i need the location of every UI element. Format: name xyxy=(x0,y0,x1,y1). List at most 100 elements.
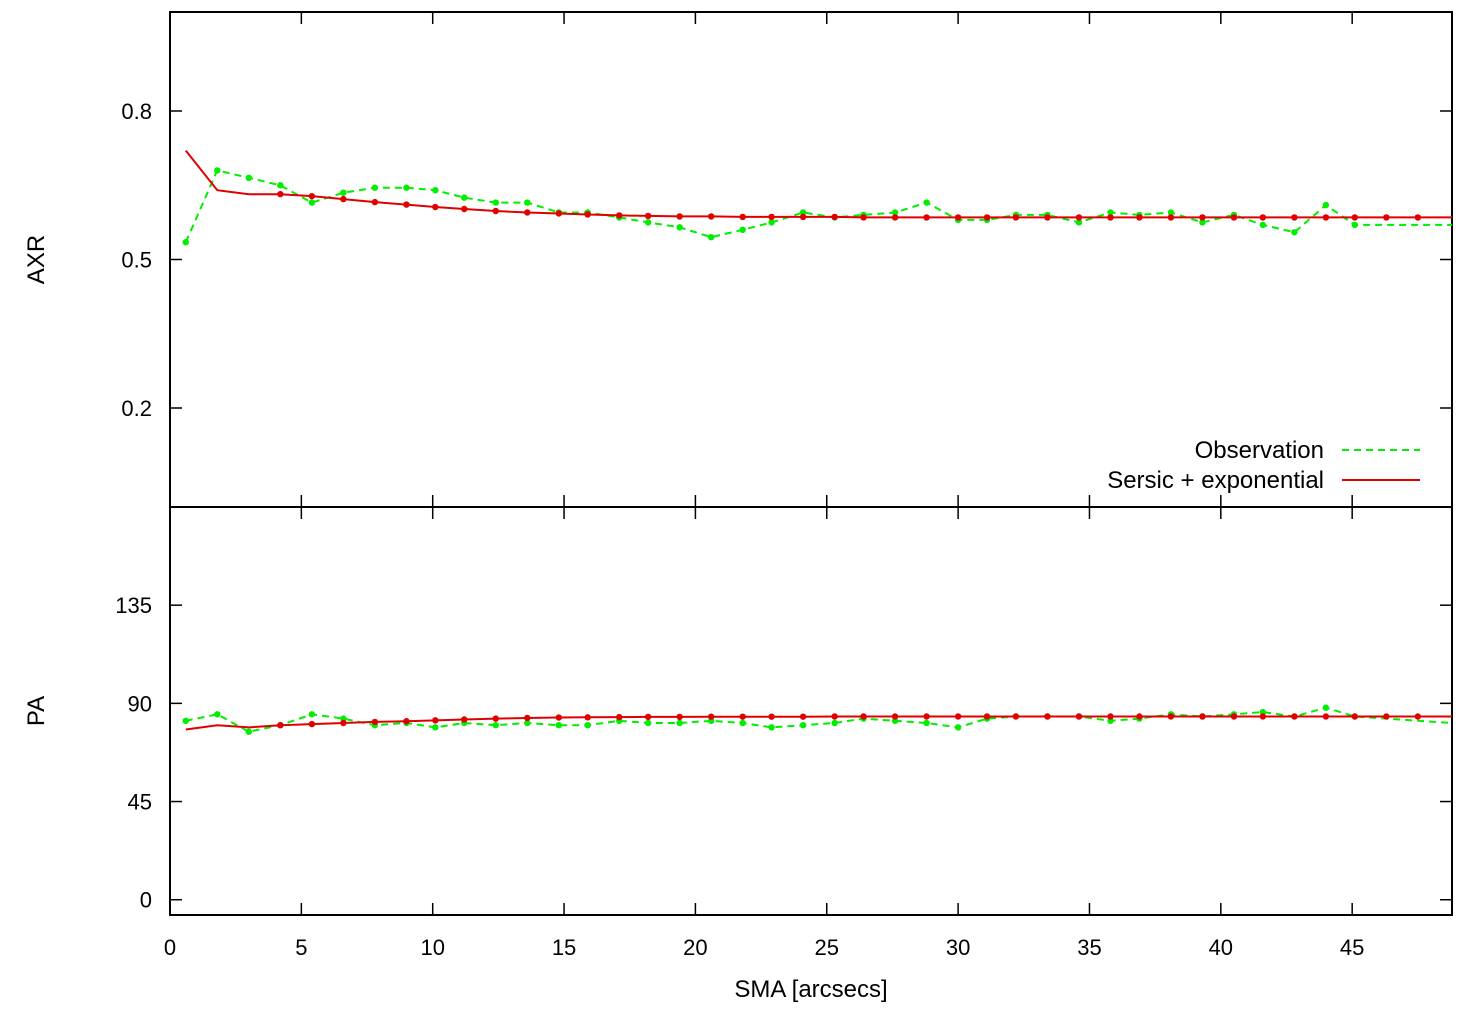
model-point xyxy=(1414,713,1422,720)
x-tick-label: 5 xyxy=(295,935,307,960)
model-point xyxy=(277,190,284,198)
model-point xyxy=(644,212,652,220)
model-point xyxy=(1136,214,1143,221)
observation-point xyxy=(340,189,347,196)
model-point xyxy=(923,713,930,720)
model-point xyxy=(555,714,563,721)
model-point xyxy=(1383,214,1390,221)
model-point xyxy=(1107,713,1114,720)
model-point xyxy=(799,713,807,720)
model-point xyxy=(1291,214,1298,221)
observation-point xyxy=(739,719,746,727)
model-point xyxy=(403,201,410,208)
y-tick-label: 90 xyxy=(128,691,152,716)
model-point xyxy=(1259,214,1267,221)
model-point xyxy=(492,715,499,722)
y-tick-label: 0.8 xyxy=(121,99,152,124)
model-point xyxy=(831,213,838,221)
model-point xyxy=(831,713,838,720)
model-point xyxy=(707,713,715,720)
model-point xyxy=(644,713,652,721)
x-tick-label: 45 xyxy=(1340,935,1364,960)
observation-point xyxy=(1107,209,1114,216)
model-point xyxy=(1322,713,1330,720)
model-point xyxy=(1075,713,1083,720)
observation-point xyxy=(308,199,316,206)
model-point xyxy=(1230,214,1238,221)
observation-point xyxy=(768,219,775,226)
observation-point xyxy=(461,194,468,201)
model-point xyxy=(860,713,867,720)
model-point xyxy=(1351,713,1358,720)
model-point xyxy=(1291,713,1298,720)
observation-point xyxy=(524,199,531,206)
model-point xyxy=(676,213,683,220)
x-tick-label: 15 xyxy=(552,935,576,960)
model-point xyxy=(1230,713,1238,720)
model-point xyxy=(492,207,499,215)
y-tick-label: 0.2 xyxy=(121,396,152,421)
observation-point xyxy=(799,721,807,729)
observation-point xyxy=(182,238,189,246)
observation-point xyxy=(739,226,746,233)
model-point xyxy=(584,714,591,721)
model-point xyxy=(308,720,316,728)
observation-point xyxy=(371,184,379,191)
model-point xyxy=(768,713,775,720)
model-point xyxy=(983,713,991,720)
model-line xyxy=(185,149,1452,219)
y-tick-label: 0 xyxy=(140,888,152,913)
model-point xyxy=(768,213,775,221)
model-point xyxy=(1012,214,1020,221)
model-point xyxy=(1012,713,1020,720)
pa-panel: 0 45 90 135 0 5 10 15 20 25 30 35 40 45 PA xyxy=(23,506,1453,960)
x-tick-label: 20 xyxy=(683,935,707,960)
model-point xyxy=(1107,214,1114,221)
observation-point xyxy=(1259,221,1267,229)
model-point xyxy=(1075,214,1083,221)
observation-point xyxy=(492,199,499,206)
model-point xyxy=(461,716,468,723)
observation-point xyxy=(1075,219,1083,226)
model-point xyxy=(891,214,899,221)
observation-point xyxy=(1167,209,1175,216)
model-point xyxy=(1044,713,1051,720)
observation-point xyxy=(182,717,189,725)
model-point xyxy=(616,713,623,721)
model-point xyxy=(891,713,899,720)
plot-frame xyxy=(169,506,1453,916)
model-point xyxy=(707,213,715,220)
model-point xyxy=(1351,214,1358,221)
ylabel: PA xyxy=(23,696,50,726)
observation-point xyxy=(768,724,775,731)
model-point xyxy=(308,192,316,200)
model-point xyxy=(371,198,379,206)
model-point xyxy=(1044,214,1051,221)
ylabel: AXR xyxy=(23,235,50,284)
model-point xyxy=(277,721,284,729)
model-point xyxy=(403,718,410,725)
observation-point xyxy=(1351,221,1358,229)
x-tick-label: 0 xyxy=(164,935,176,960)
model-point xyxy=(739,213,746,221)
model-point xyxy=(923,214,930,221)
axr-panel: 0.2 0.5 0.8 AXR Observation Sersic + exponent… xyxy=(23,11,1453,508)
model-point xyxy=(1322,214,1330,221)
observation-point xyxy=(799,209,807,216)
observation-point xyxy=(245,174,253,182)
observation-point xyxy=(676,719,683,727)
observation-point xyxy=(644,219,652,226)
observation-point xyxy=(954,724,962,731)
observation-point xyxy=(584,721,591,729)
y-tick-label: 135 xyxy=(115,593,152,618)
observation-point xyxy=(492,721,499,729)
model-point xyxy=(584,211,591,218)
model-point xyxy=(954,214,962,221)
x-tick-label: 40 xyxy=(1209,935,1233,960)
observation-point xyxy=(432,724,439,731)
observation-point xyxy=(676,224,683,231)
model-point xyxy=(799,213,807,221)
model-point xyxy=(371,718,379,726)
observation-point xyxy=(923,199,930,206)
